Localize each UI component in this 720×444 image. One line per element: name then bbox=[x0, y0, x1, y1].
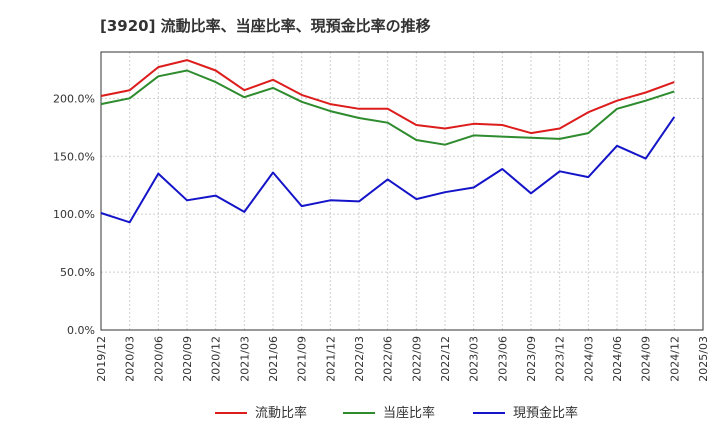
x-tick-label: 2020/09 bbox=[181, 336, 194, 382]
legend-label: 現預金比率 bbox=[513, 405, 578, 421]
x-tick-label: 2025/03 bbox=[697, 336, 710, 382]
y-tick-label: 100.0% bbox=[53, 208, 95, 221]
legend-label: 流動比率 bbox=[255, 405, 307, 421]
x-tick-label: 2021/03 bbox=[238, 336, 251, 382]
x-tick-label: 2022/06 bbox=[382, 336, 395, 382]
x-tick-label: 2022/12 bbox=[439, 336, 452, 382]
series-line-3 bbox=[100, 116, 676, 224]
x-tick-label: 2021/06 bbox=[267, 336, 280, 382]
plot-frame bbox=[100, 51, 704, 331]
x-tick-label: 2020/06 bbox=[152, 336, 165, 382]
series-line-1 bbox=[100, 59, 675, 135]
y-tick-label: 0.0% bbox=[67, 324, 95, 337]
x-tick-label: 2022/09 bbox=[410, 336, 423, 382]
x-tick-label: 2020/03 bbox=[124, 336, 137, 382]
x-tick-label: 2024/12 bbox=[668, 336, 681, 382]
x-tick-label: 2024/09 bbox=[640, 336, 653, 382]
x-tick-label: 2023/03 bbox=[468, 336, 481, 382]
axes: 0.0% 50.0% 100.0% 150.0% 200.0% 2019/12 2020/0… bbox=[53, 51, 710, 382]
x-tick-label: 2021/12 bbox=[324, 336, 337, 382]
chart-title: [3920] 流動比率、当座比率、現預金比率の推移 bbox=[100, 17, 431, 35]
y-tick-label: 200.0% bbox=[53, 92, 95, 105]
x-tick-label: 2023/09 bbox=[525, 336, 538, 382]
x-tick-label: 2022/03 bbox=[353, 336, 366, 382]
series-line-2 bbox=[100, 69, 675, 146]
y-tick-label: 50.0% bbox=[60, 266, 95, 279]
legend-label: 当座比率 bbox=[383, 405, 435, 421]
x-tick-label: 2020/12 bbox=[210, 336, 223, 382]
x-tick-label: 2021/09 bbox=[296, 336, 309, 382]
x-tick-label: 2019/12 bbox=[95, 336, 108, 382]
x-tick-label: 2023/12 bbox=[554, 336, 567, 382]
x-tick-label: 2024/06 bbox=[611, 336, 624, 382]
y-tick-label: 150.0% bbox=[53, 150, 95, 163]
x-tick-label: 2024/03 bbox=[582, 336, 595, 382]
x-tick-label: 2023/06 bbox=[496, 336, 509, 382]
legend: 流動比率 当座比率 現預金比率 bbox=[215, 405, 578, 421]
grid-lines bbox=[100, 52, 704, 331]
series-lines bbox=[100, 59, 676, 224]
